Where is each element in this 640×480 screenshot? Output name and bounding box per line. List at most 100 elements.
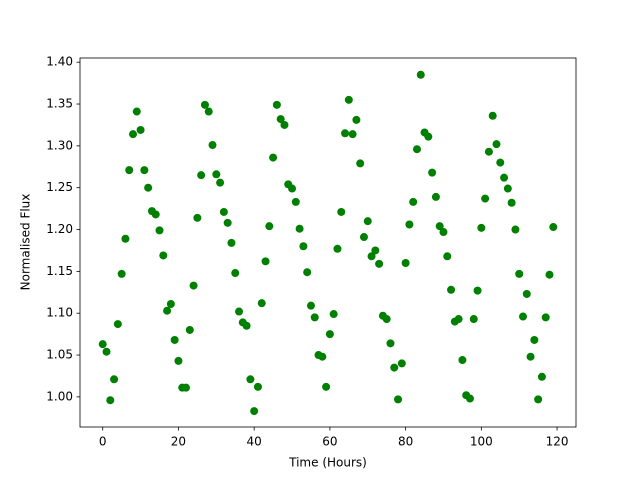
point: [458, 356, 467, 365]
point: [443, 252, 452, 261]
point: [515, 269, 524, 278]
point: [322, 382, 331, 391]
x-tick-label: 20: [171, 435, 186, 449]
point: [469, 315, 478, 324]
point: [235, 307, 244, 316]
point: [352, 115, 361, 124]
point: [193, 213, 202, 222]
point: [144, 183, 153, 192]
point: [272, 100, 281, 109]
point: [159, 251, 168, 260]
point: [341, 129, 350, 138]
point: [496, 158, 505, 167]
point: [356, 159, 365, 168]
point: [129, 130, 138, 139]
point: [280, 120, 289, 129]
y-tick-label: 1.20: [46, 222, 73, 236]
y-tick-label: 1.30: [46, 138, 73, 152]
point: [348, 130, 357, 139]
point: [394, 395, 403, 404]
point: [481, 194, 490, 203]
point: [424, 132, 433, 141]
point: [325, 330, 334, 339]
point: [276, 115, 285, 124]
point: [371, 246, 380, 255]
point: [363, 217, 372, 226]
point: [174, 356, 183, 365]
point: [488, 111, 497, 120]
point: [227, 238, 236, 247]
point: [223, 218, 232, 227]
point: [534, 395, 543, 404]
point: [261, 257, 270, 266]
point: [526, 352, 535, 361]
point: [295, 224, 304, 233]
point: [511, 225, 520, 234]
point: [401, 259, 410, 267]
point: [212, 170, 221, 179]
y-tick-label: 1.10: [46, 306, 73, 320]
point: [182, 383, 191, 392]
point: [117, 269, 126, 278]
point: [318, 352, 327, 361]
point: [329, 310, 338, 319]
x-tick-label: 40: [247, 435, 262, 449]
point: [136, 125, 145, 134]
point: [439, 228, 448, 237]
point: [197, 171, 206, 180]
x-tick-label: 80: [398, 435, 413, 449]
point: [337, 207, 346, 216]
y-tick-label: 1.35: [46, 97, 73, 111]
point: [140, 166, 149, 175]
point: [447, 285, 456, 294]
y-tick-label: 1.40: [46, 55, 73, 69]
point: [113, 320, 122, 329]
point: [299, 242, 308, 251]
point: [431, 192, 440, 201]
point: [537, 372, 546, 381]
point: [359, 233, 368, 242]
point: [484, 147, 493, 156]
x-tick-label: 100: [470, 435, 493, 449]
point: [253, 382, 262, 391]
plot-frame: [79, 57, 577, 428]
point: [189, 281, 198, 290]
point: [200, 100, 209, 109]
point: [500, 173, 509, 182]
point: [375, 259, 384, 268]
y-tick-label: 1.05: [46, 348, 73, 362]
y-tick-label: 1.00: [46, 389, 73, 403]
point: [303, 268, 312, 277]
point: [454, 315, 463, 324]
point: [428, 168, 437, 177]
point: [507, 198, 516, 207]
point: [435, 222, 444, 231]
point: [185, 325, 194, 334]
point: [367, 252, 376, 261]
y-tick-label: 1.25: [46, 180, 73, 194]
point: [473, 286, 482, 295]
point: [110, 375, 119, 384]
point: [288, 184, 297, 193]
point: [155, 226, 164, 235]
y-axis-label: Normalised Flux: [19, 194, 33, 291]
point: [416, 70, 425, 79]
point: [545, 270, 554, 279]
point: [390, 363, 399, 372]
point: [541, 313, 550, 322]
point: [344, 95, 353, 104]
x-tick-label: 60: [322, 435, 337, 449]
point: [477, 223, 486, 232]
point: [518, 312, 527, 321]
point: [522, 289, 531, 298]
point: [333, 244, 342, 253]
point: [250, 407, 259, 416]
point: [291, 197, 300, 206]
point: [530, 335, 539, 344]
point: [246, 375, 255, 384]
point: [265, 222, 274, 231]
point: [121, 234, 130, 243]
x-tick-label: 120: [546, 435, 569, 449]
